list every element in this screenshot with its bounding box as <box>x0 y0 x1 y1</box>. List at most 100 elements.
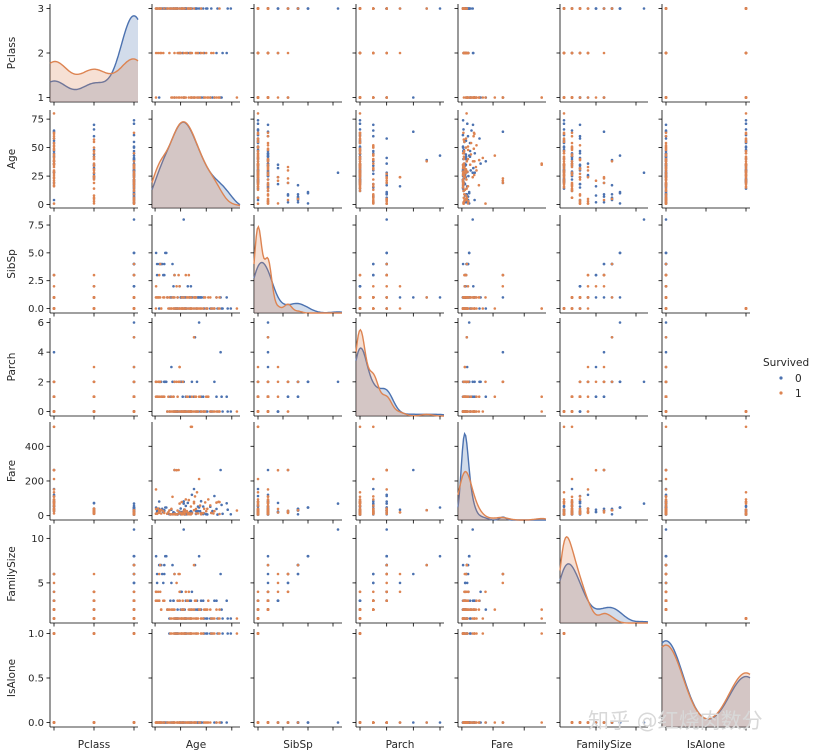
point-series-1 <box>562 112 566 115</box>
point-series-1 <box>184 498 188 501</box>
point-series-0 <box>744 122 748 125</box>
point-series-1 <box>266 7 270 10</box>
panel-Fare-vs-Fare <box>457 422 547 521</box>
point-series-1 <box>199 7 203 10</box>
point-series-1 <box>212 307 215 310</box>
point-series-0 <box>358 122 362 125</box>
point-series-0 <box>190 380 194 384</box>
point-series-0 <box>336 171 340 174</box>
point-series-1 <box>286 96 290 99</box>
point-series-1 <box>195 96 199 99</box>
point-series-1 <box>602 7 606 10</box>
point-series-1 <box>197 395 201 399</box>
point-series-1 <box>385 181 389 185</box>
point-series-0 <box>484 160 488 163</box>
point-series-1 <box>372 498 375 501</box>
point-series-1 <box>462 152 466 155</box>
point-series-1 <box>664 96 668 99</box>
point-series-1 <box>204 307 208 310</box>
point-series-1 <box>175 285 178 288</box>
point-series-1 <box>358 500 362 504</box>
point-series-1 <box>207 498 210 501</box>
point-series-1 <box>477 296 481 299</box>
point-series-1 <box>540 162 543 165</box>
point-series-1 <box>52 488 56 491</box>
point-series-1 <box>132 365 136 369</box>
point-series-1 <box>188 51 192 55</box>
point-series-0 <box>276 410 280 413</box>
point-series-0 <box>220 503 223 507</box>
point-series-1 <box>92 508 96 512</box>
panel-Pclass-vs-Age <box>151 4 240 103</box>
point-series-1 <box>664 188 668 192</box>
point-series-1 <box>372 178 375 181</box>
point-series-1 <box>52 137 56 140</box>
point-series-1 <box>276 179 280 182</box>
point-series-0 <box>186 501 190 505</box>
point-series-0 <box>594 7 598 10</box>
point-series-1 <box>296 197 300 201</box>
point-series-0 <box>398 185 402 188</box>
point-series-0 <box>163 380 166 384</box>
point-series-1 <box>132 160 136 163</box>
point-series-0 <box>225 502 228 505</box>
point-series-0 <box>398 296 402 299</box>
point-series-0 <box>570 157 574 161</box>
point-series-1 <box>52 285 56 288</box>
point-series-1 <box>202 296 206 299</box>
point-series-1 <box>463 193 466 196</box>
point-series-0 <box>199 499 203 503</box>
point-series-0 <box>473 171 477 174</box>
point-series-0 <box>578 182 582 186</box>
point-series-1 <box>52 148 56 152</box>
point-series-1 <box>235 509 239 512</box>
point-series-1 <box>462 307 466 310</box>
point-series-0 <box>464 153 468 156</box>
point-series-1 <box>193 296 197 299</box>
point-series-0 <box>132 502 136 505</box>
point-series-1 <box>664 181 668 185</box>
point-series-1 <box>213 96 216 99</box>
point-series-0 <box>385 218 389 221</box>
point-series-1 <box>578 144 582 147</box>
point-series-1 <box>462 51 466 55</box>
point-series-1 <box>570 307 574 310</box>
point-series-1 <box>425 296 429 299</box>
panel-Age-vs-SibSp <box>253 110 342 209</box>
point-series-1 <box>466 185 470 188</box>
panel-Parch-vs-Parch <box>355 318 445 417</box>
kde-line-0 <box>49 15 139 91</box>
point-series-1 <box>168 51 171 55</box>
point-series-1 <box>52 504 56 507</box>
point-series-1 <box>664 171 668 174</box>
point-series-0 <box>170 365 173 369</box>
point-series-1 <box>358 173 362 177</box>
point-series-1 <box>358 504 362 507</box>
point-series-1 <box>92 202 96 205</box>
point-series-1 <box>256 410 260 413</box>
point-series-0 <box>306 380 310 384</box>
panel-Age-vs-IsAlone <box>661 110 750 209</box>
point-series-0 <box>372 134 375 138</box>
point-series-1 <box>157 380 161 384</box>
point-series-1 <box>570 171 574 174</box>
point-series-1 <box>562 140 566 144</box>
point-series-0 <box>172 285 175 288</box>
point-series-1 <box>256 185 260 188</box>
point-series-0 <box>195 380 199 384</box>
point-series-1 <box>52 132 56 136</box>
point-series-1 <box>586 51 590 55</box>
point-series-0 <box>467 174 470 178</box>
point-series-1 <box>218 296 221 299</box>
point-series-1 <box>52 181 56 185</box>
point-series-1 <box>163 511 166 515</box>
point-series-0 <box>562 122 566 125</box>
point-series-0 <box>412 96 415 99</box>
point-series-0 <box>52 139 56 143</box>
point-series-1 <box>463 7 466 10</box>
point-series-1 <box>206 507 209 511</box>
point-series-0 <box>213 380 216 384</box>
point-series-1 <box>52 495 56 498</box>
point-series-1 <box>52 425 56 429</box>
point-series-1 <box>461 163 465 166</box>
